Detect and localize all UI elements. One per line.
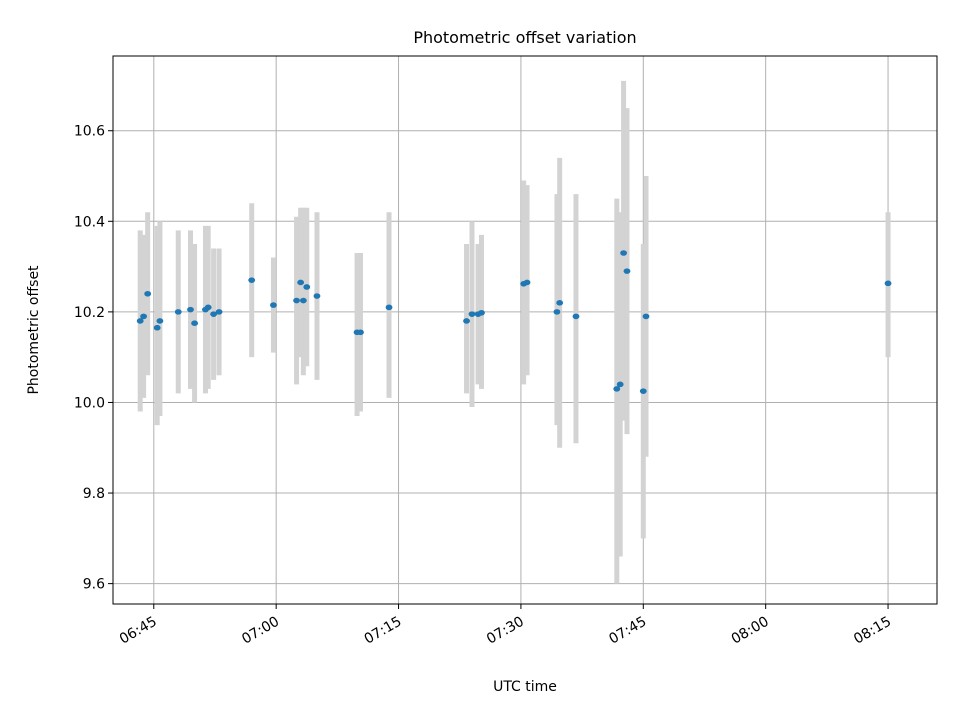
data-point: [293, 298, 300, 304]
x-axis-label: UTC time: [493, 679, 557, 695]
data-point: [620, 250, 627, 256]
data-point: [573, 314, 580, 320]
data-point: [478, 310, 485, 316]
data-point: [270, 302, 277, 308]
data-point: [216, 309, 223, 315]
data-point: [554, 309, 561, 315]
data-point: [463, 318, 470, 324]
data-point: [624, 268, 631, 274]
data-point: [205, 305, 212, 311]
data-point: [157, 318, 164, 324]
data-point: [154, 325, 161, 331]
data-point: [640, 388, 647, 394]
data-point: [556, 300, 563, 306]
data-point: [885, 281, 892, 287]
data-point: [524, 280, 531, 286]
y-tick-label: 9.8: [83, 486, 105, 502]
y-tick-label: 10.6: [74, 124, 105, 140]
data-point: [386, 305, 393, 311]
data-point: [248, 277, 255, 283]
y-tick-label: 10.4: [74, 214, 105, 230]
data-point: [175, 309, 182, 315]
data-point: [617, 382, 624, 388]
y-tick-label: 10.2: [74, 305, 105, 321]
data-point: [300, 298, 307, 304]
data-point: [297, 280, 304, 286]
data-point: [643, 314, 650, 320]
data-point: [357, 329, 364, 335]
data-point: [140, 314, 147, 320]
data-point: [191, 320, 198, 326]
y-tick-label: 9.6: [83, 577, 105, 593]
data-point: [187, 307, 194, 313]
y-axis-label: Photometric offset: [26, 265, 42, 395]
chart-title: Photometric offset variation: [413, 28, 636, 47]
y-tick-label: 10.0: [74, 395, 105, 411]
data-point: [314, 293, 321, 299]
data-point: [144, 291, 151, 297]
data-point: [469, 311, 476, 317]
data-point: [303, 284, 310, 290]
